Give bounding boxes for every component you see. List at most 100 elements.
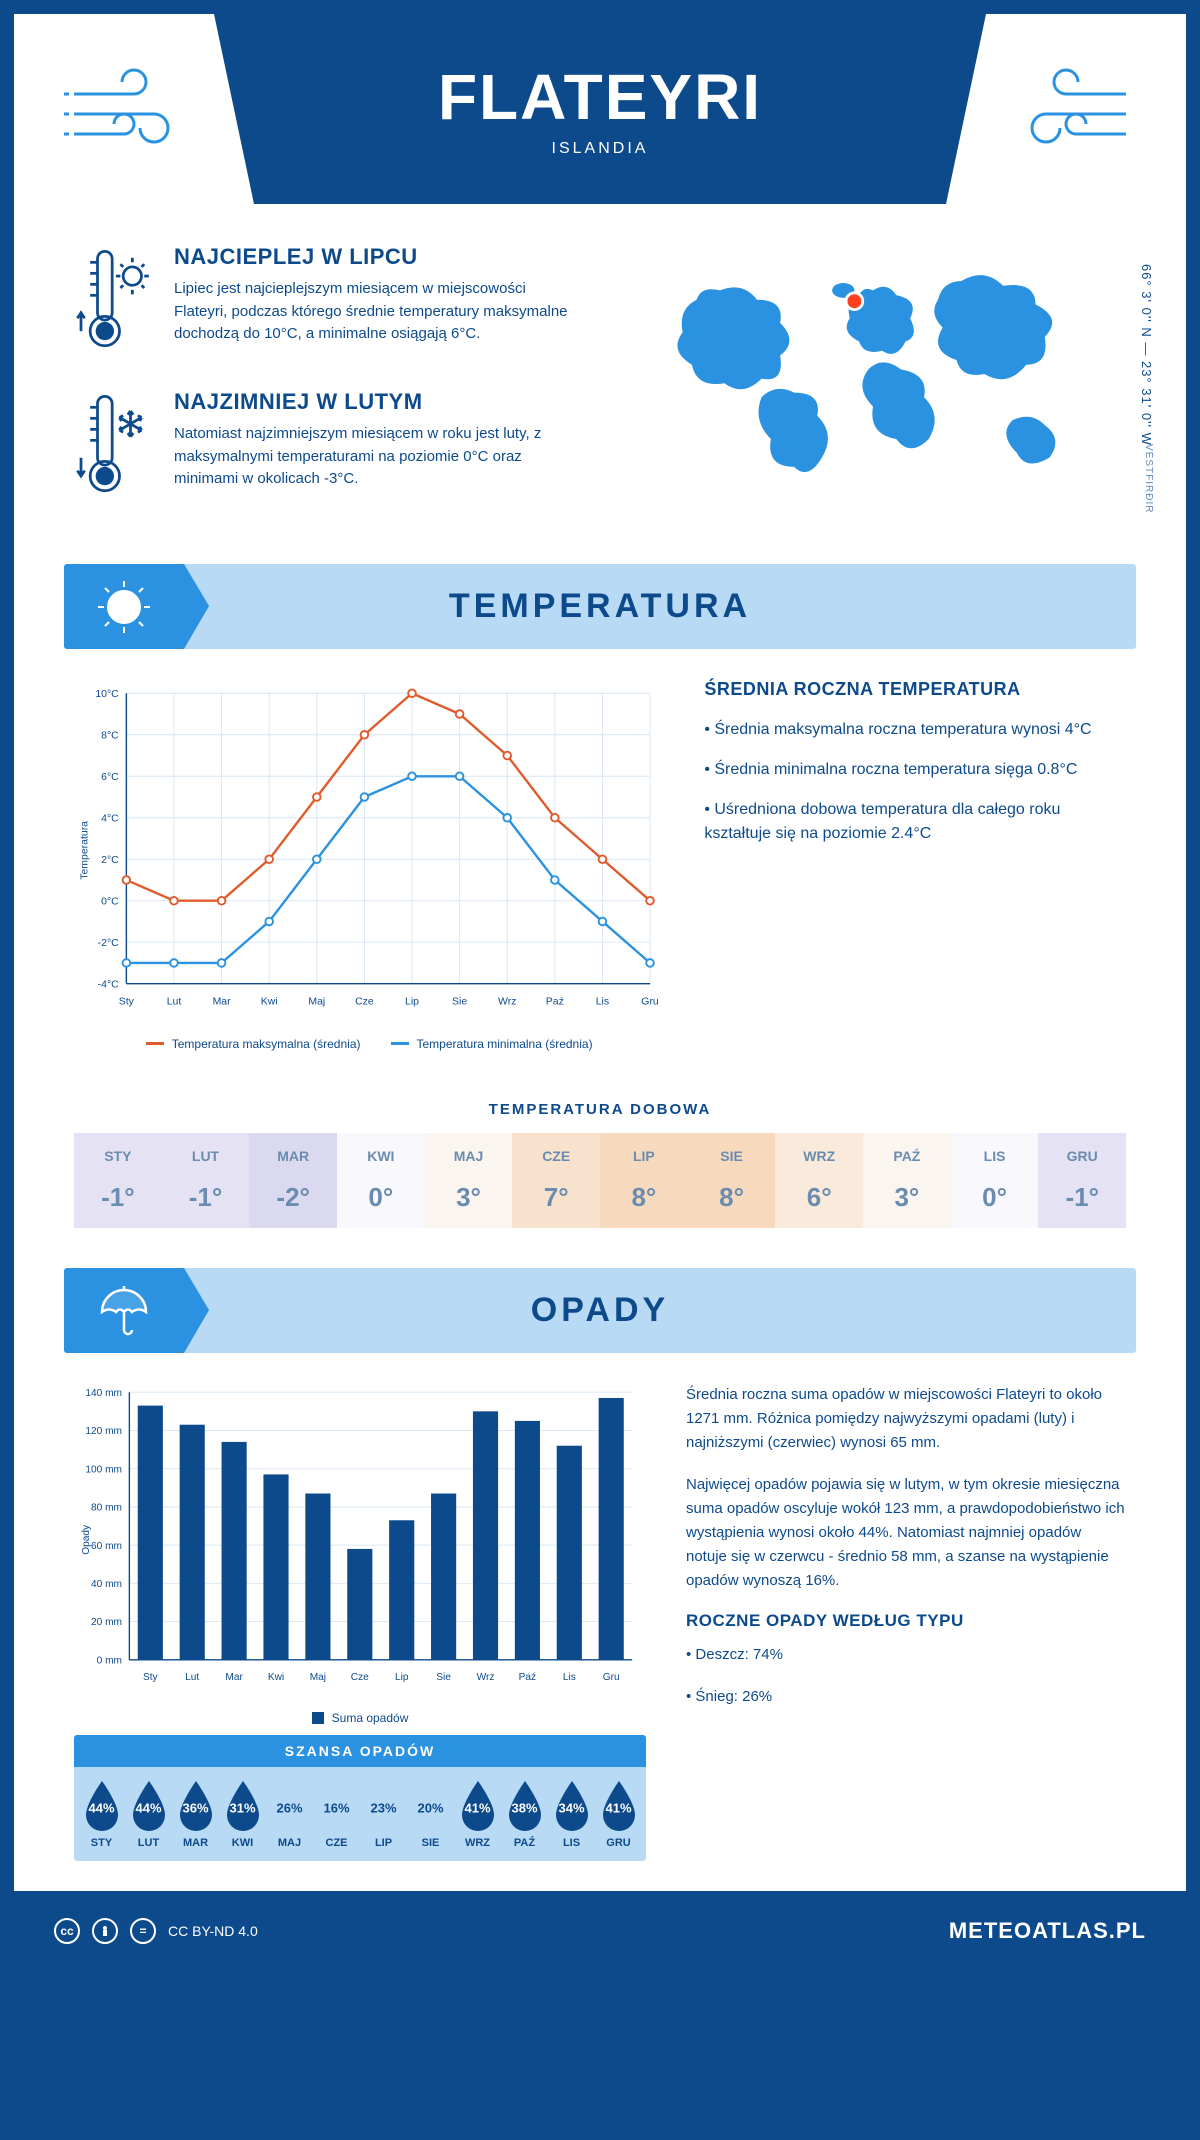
temp-info-bullet: • Uśredniona dobowa temperatura dla całe… — [704, 798, 1126, 846]
wind-icon — [64, 59, 204, 159]
umbrella-icon — [64, 1268, 184, 1353]
daily-temp-value: 7° — [512, 1182, 600, 1213]
city-title: FLATEYRI — [438, 60, 762, 134]
daily-month-label: WRZ — [775, 1148, 863, 1164]
chance-cell: 31%KWI — [219, 1779, 266, 1849]
warmest-title: NAJCIEPLEJ W LIPCU — [174, 244, 580, 270]
chance-month-label: LUT — [125, 1837, 172, 1849]
svg-text:6°C: 6°C — [101, 772, 119, 783]
svg-text:0 mm: 0 mm — [97, 1655, 122, 1666]
daily-temp-value: -1° — [74, 1182, 162, 1213]
daily-month-label: KWI — [337, 1148, 425, 1164]
precipitation-chance-block: SZANSA OPADÓW 44%STY44%LUT36%MAR31%KWI26… — [74, 1735, 646, 1861]
license-block: cc = CC BY-ND 4.0 — [54, 1918, 258, 1944]
chance-row: 44%STY44%LUT36%MAR31%KWI26%MAJ16%CZE23%L… — [74, 1767, 646, 1861]
chance-title: SZANSA OPADÓW — [74, 1735, 646, 1767]
daily-temp-value: 0° — [951, 1182, 1039, 1213]
daily-temp-value: -1° — [1038, 1182, 1126, 1213]
svg-text:-2°C: -2°C — [98, 938, 119, 949]
svg-text:Lip: Lip — [405, 997, 419, 1008]
precipitation-section-header: OPADY — [64, 1268, 1136, 1353]
cc-icon: cc — [54, 1918, 80, 1944]
chance-month-label: SIE — [407, 1837, 454, 1849]
daily-temp-cell: LUT-1° — [162, 1133, 250, 1228]
chance-cell: 36% MAR — [172, 1779, 219, 1849]
raindrop-icon: 36% — [175, 1779, 217, 1831]
svg-text:Mar: Mar — [213, 997, 232, 1008]
chance-month-label: PAŹ — [501, 1837, 548, 1849]
svg-text:Lut: Lut — [167, 997, 182, 1008]
raindrop-icon: 16% — [316, 1779, 358, 1831]
coldest-title: NAJZIMNIEJ W LUTYM — [174, 389, 580, 415]
temperature-line-chart: -4°C-2°C0°C2°C4°C6°C8°C10°CStyLutMarKwiM… — [74, 679, 664, 1051]
precip-type-bullet: • Śnieg: 26% — [686, 1685, 1126, 1709]
climate-facts: NAJCIEPLEJ W LIPCU Lipiec jest najcieple… — [74, 244, 580, 534]
temp-info-title: ŚREDNIA ROCZNA TEMPERATURA — [704, 679, 1126, 700]
svg-text:Wrz: Wrz — [498, 997, 516, 1008]
svg-text:60 mm: 60 mm — [91, 1541, 122, 1552]
svg-text:Lis: Lis — [596, 997, 609, 1008]
svg-text:Cze: Cze — [351, 1672, 369, 1683]
daily-temp-value: 6° — [775, 1182, 863, 1213]
svg-text:Gru: Gru — [603, 1672, 620, 1683]
raindrop-icon: 34% — [551, 1779, 593, 1831]
svg-text:Kwi: Kwi — [268, 1672, 284, 1683]
temperature-section-header: TEMPERATURA — [64, 564, 1136, 649]
svg-text:100 mm: 100 mm — [85, 1464, 122, 1475]
svg-text:Temperatura: Temperatura — [79, 821, 90, 880]
svg-text:Mar: Mar — [225, 1672, 243, 1683]
daily-temp-value: 8° — [600, 1182, 688, 1213]
daily-temp-title: TEMPERATURA DOBOWA — [14, 1081, 1186, 1133]
thermometer-cold-icon — [74, 389, 154, 504]
svg-text:2°C: 2°C — [101, 855, 119, 866]
svg-text:Paź: Paź — [519, 1672, 536, 1683]
daily-temp-cell: PAŹ 3° — [863, 1133, 951, 1228]
chance-cell: 23%LIP — [360, 1779, 407, 1849]
thermometer-hot-icon — [74, 244, 154, 359]
daily-temp-value: 3° — [863, 1182, 951, 1213]
intro-section: NAJCIEPLEJ W LIPCU Lipiec jest najcieple… — [14, 204, 1186, 564]
world-map-icon — [620, 244, 1126, 504]
temperature-info: ŚREDNIA ROCZNA TEMPERATURA • Średnia mak… — [704, 679, 1126, 1051]
legend-min-label: Temperatura minimalna (średnia) — [417, 1037, 593, 1051]
raindrop-icon: 44% — [128, 1779, 170, 1831]
chance-month-label: STY — [78, 1837, 125, 1849]
chance-month-label: CZE — [313, 1837, 360, 1849]
temperature-heading: TEMPERATURA — [449, 587, 751, 626]
daily-temp-value: 0° — [337, 1182, 425, 1213]
temperature-legend: Temperatura maksymalna (średnia) Tempera… — [74, 1037, 664, 1051]
nd-icon: = — [130, 1918, 156, 1944]
chance-cell: 44%STY — [78, 1779, 125, 1849]
svg-text:Lip: Lip — [395, 1672, 409, 1683]
svg-text:120 mm: 120 mm — [85, 1426, 122, 1437]
temp-info-bullet: • Średnia minimalna roczna temperatura s… — [704, 758, 1126, 782]
svg-text:80 mm: 80 mm — [91, 1502, 122, 1513]
chance-cell: 20%SIE — [407, 1779, 454, 1849]
chance-month-label: WRZ — [454, 1837, 501, 1849]
svg-text:8°C: 8°C — [101, 731, 119, 742]
svg-text:Cze: Cze — [355, 997, 374, 1008]
legend-max-label: Temperatura maksymalna (średnia) — [172, 1037, 361, 1051]
chance-month-label: MAR — [172, 1837, 219, 1849]
sun-icon — [64, 564, 184, 649]
daily-month-label: LIP — [600, 1148, 688, 1164]
daily-temp-value: 8° — [688, 1182, 776, 1213]
daily-month-label: PAŹ — [863, 1148, 951, 1164]
precipitation-legend: Suma opadów — [74, 1711, 646, 1725]
precip-para-2: Najwięcej opadów pojawia się w lutym, w … — [686, 1473, 1126, 1593]
daily-temp-cell: CZE7° — [512, 1133, 600, 1228]
infographic-page: FLATEYRI ISLANDIA — [0, 0, 1200, 1985]
daily-temp-cell: SIE8° — [688, 1133, 776, 1228]
country-label: ISLANDIA — [552, 140, 649, 158]
precip-para-1: Średnia roczna suma opadów w miejscowośc… — [686, 1383, 1126, 1455]
chance-cell: 16% CZE — [313, 1779, 360, 1849]
coldest-text: Natomiast najzimniejszym miesiącem w rok… — [174, 423, 580, 491]
precip-type-title: ROCZNE OPADY WEDŁUG TYPU — [686, 1611, 1126, 1631]
daily-temp-table: STY-1°LUT-1°MAR-2°KWI0°MAJ3°CZE7°LIP8°SI… — [74, 1133, 1126, 1228]
daily-temp-cell: WRZ 6° — [775, 1133, 863, 1228]
chance-cell: 41%GRU — [595, 1779, 642, 1849]
svg-text:Sty: Sty — [119, 997, 135, 1008]
site-name: METEOATLAS.PL — [949, 1918, 1146, 1944]
header-title-block: FLATEYRI ISLANDIA — [254, 14, 946, 204]
raindrop-icon: 23% — [363, 1779, 405, 1831]
